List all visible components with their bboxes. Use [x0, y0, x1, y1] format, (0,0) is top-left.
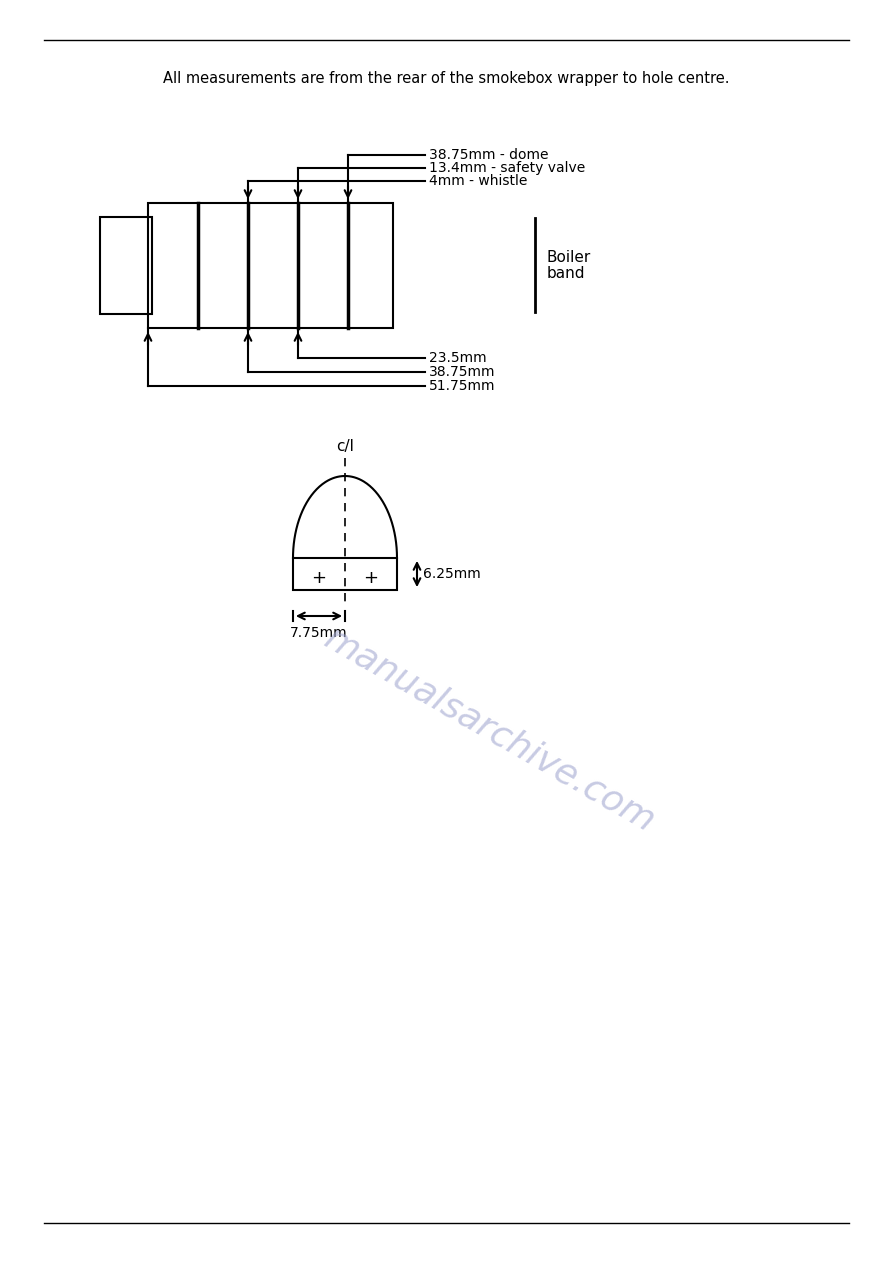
Text: 51.75mm: 51.75mm	[429, 379, 496, 393]
Text: 13.4mm - safety valve: 13.4mm - safety valve	[429, 160, 585, 176]
Text: 6.25mm: 6.25mm	[423, 567, 480, 581]
Text: +: +	[363, 570, 379, 587]
Text: 38.75mm: 38.75mm	[429, 365, 496, 379]
Text: 23.5mm: 23.5mm	[429, 351, 487, 365]
Text: c/l: c/l	[336, 440, 354, 453]
Text: manualsarchive.com: manualsarchive.com	[319, 621, 662, 839]
Text: band: band	[547, 266, 586, 282]
Text: +: +	[312, 570, 327, 587]
Text: Boiler: Boiler	[547, 250, 591, 265]
Text: All measurements are from the rear of the smokebox wrapper to hole centre.: All measurements are from the rear of th…	[163, 71, 730, 86]
Text: 38.75mm - dome: 38.75mm - dome	[429, 148, 548, 162]
Text: 7.75mm: 7.75mm	[290, 626, 347, 640]
Text: 4mm - whistle: 4mm - whistle	[429, 174, 528, 188]
